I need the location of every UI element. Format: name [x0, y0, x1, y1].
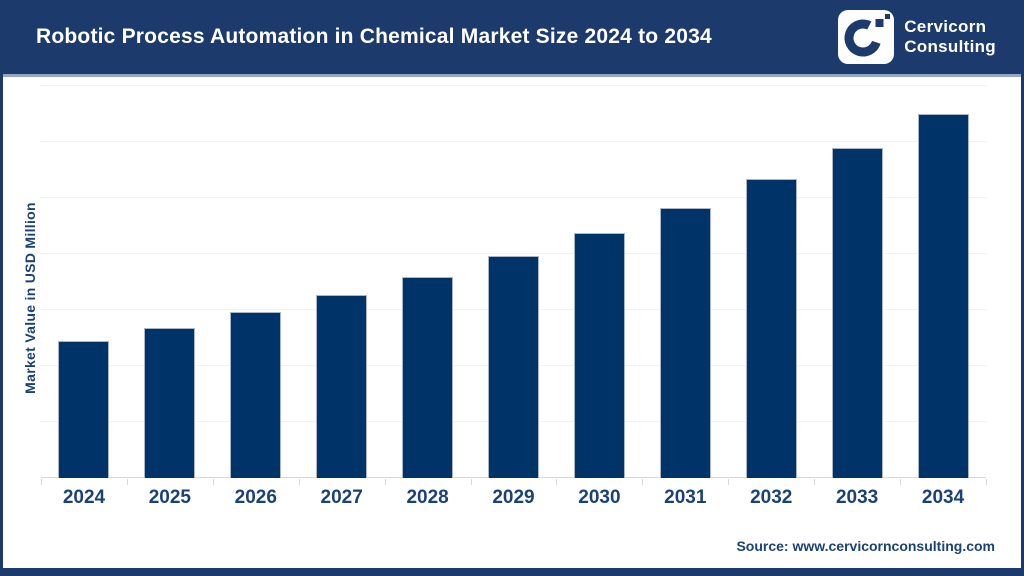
bar-2030 [573, 233, 625, 478]
brand-name-line2: Consulting [904, 37, 996, 56]
bar-slot-2032 [728, 86, 814, 478]
plot-area [41, 85, 986, 478]
bar-slot-2026 [213, 86, 299, 478]
x-tick-2 [212, 479, 214, 485]
bar-slot-2034 [900, 86, 986, 478]
x-label-2026: 2026 [234, 487, 277, 508]
x-tick-3 [298, 479, 300, 485]
x-label-2033: 2033 [835, 487, 879, 508]
bars-container [41, 86, 986, 478]
x-label-2024: 2024 [62, 487, 106, 508]
gridline-400 [41, 253, 986, 254]
bar-2028 [402, 277, 454, 478]
cervicorn-logo-icon [838, 10, 895, 64]
y-axis-title: Market Value in USD Million [22, 202, 38, 394]
gridline-700 [41, 85, 986, 86]
bar-2027 [316, 295, 368, 478]
x-label-2027: 2027 [320, 487, 363, 508]
x-tick-8 [728, 479, 730, 485]
bar-2032 [745, 179, 797, 478]
x-axis-ticks [41, 478, 987, 486]
x-label-2032: 2032 [750, 487, 793, 508]
bar-2029 [487, 256, 539, 478]
x-tick-0 [41, 479, 42, 485]
x-tick-7 [642, 479, 644, 485]
bar-slot-2028 [385, 86, 471, 478]
chart-canvas: Robotic Process Automation in Chemical M… [3, 0, 1021, 568]
x-label-2030: 2030 [578, 487, 621, 508]
x-label-2034: 2034 [921, 487, 965, 508]
bar-2031 [659, 208, 711, 478]
x-label-2025: 2025 [148, 487, 191, 508]
bar-slot-2030 [556, 86, 642, 478]
bar-slot-2027 [299, 86, 385, 478]
bar-2024 [58, 341, 110, 478]
x-tick-6 [556, 479, 558, 485]
header-band: Robotic Process Automation in Chemical M… [3, 0, 1021, 77]
brand-name-line1: Cervicorn [904, 17, 987, 37]
bar-2025 [144, 328, 196, 478]
x-label-2028: 2028 [406, 487, 449, 508]
bar-slot-2029 [471, 86, 557, 478]
gridline-500 [41, 197, 986, 198]
x-label-2029: 2029 [492, 487, 535, 508]
x-label-2031: 2031 [664, 487, 707, 508]
bar-2026 [230, 312, 282, 478]
x-tick-5 [470, 479, 472, 485]
page-title: Robotic Process Automation in Chemical M… [36, 25, 712, 48]
bar-2033 [831, 148, 883, 478]
x-tick-1 [126, 479, 128, 485]
brand-name: Cervicorn Consulting [904, 17, 996, 56]
bar-2034 [917, 114, 969, 478]
bar-slot-2025 [127, 86, 213, 478]
gridline-600 [41, 141, 986, 142]
bar-slot-2024 [41, 86, 127, 478]
bar-slot-2031 [642, 86, 728, 478]
x-tick-11 [986, 479, 987, 485]
source-text: Source: www.cervicornconsulting.com [736, 538, 995, 554]
x-axis-labels: 2024 2025 2026 2027 2028 2029 2030 2031 2032 2033… [41, 487, 986, 509]
bar-slot-2033 [814, 86, 900, 478]
x-tick-10 [900, 479, 902, 485]
x-tick-4 [384, 479, 386, 485]
brand-logo: Cervicorn Consulting [838, 10, 1021, 64]
x-tick-9 [814, 479, 816, 485]
